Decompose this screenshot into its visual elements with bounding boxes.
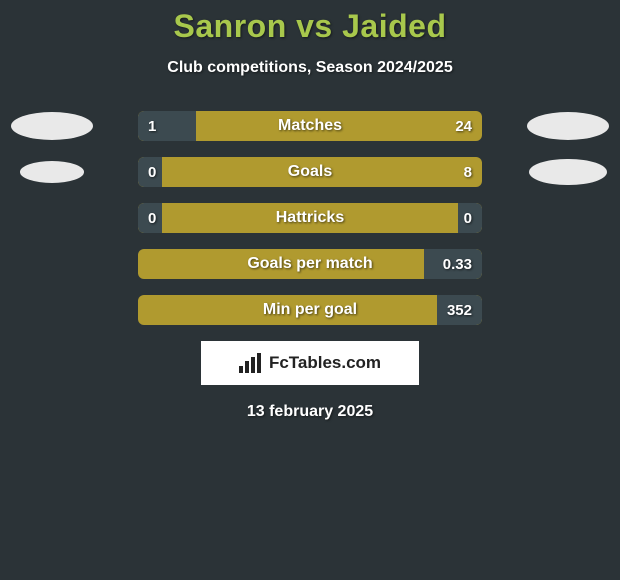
bar-fill-left: [138, 111, 196, 141]
stat-label: Hattricks: [138, 203, 482, 233]
bar-fill-right: [424, 249, 482, 279]
bars-icon: [239, 353, 263, 373]
stat-row: 0.33Goals per match: [0, 249, 620, 279]
avatar-placeholder: [20, 161, 84, 183]
stat-value-right: 8: [464, 157, 472, 187]
stat-bar: 00Hattricks: [138, 203, 482, 233]
stat-row: 352Min per goal: [0, 295, 620, 325]
stat-label: Min per goal: [138, 295, 482, 325]
page-title: Sanron vs Jaided: [0, 0, 620, 45]
stat-row: 00Hattricks: [0, 203, 620, 233]
stat-bar: 124Matches: [138, 111, 482, 141]
stat-bar: 352Min per goal: [138, 295, 482, 325]
bar-fill-right: [437, 295, 482, 325]
avatar-placeholder: [529, 159, 607, 186]
stat-row: 124Matches: [0, 111, 620, 141]
bar-fill-right: [458, 203, 482, 233]
bar-fill-left: [138, 203, 162, 233]
page-subtitle: Club competitions, Season 2024/2025: [0, 59, 620, 77]
branding-badge[interactable]: FcTables.com: [201, 341, 419, 385]
stat-value-right: 24: [455, 111, 472, 141]
player-badge-left: [0, 112, 104, 140]
player-badge-right: [516, 159, 620, 186]
comparison-chart: 124Matches 08Goals 00Hattricks 0.33Goals pe…: [0, 111, 620, 325]
stat-bar: 0.33Goals per match: [138, 249, 482, 279]
avatar-placeholder: [11, 112, 93, 140]
branding-text: FcTables.com: [269, 353, 381, 373]
avatar-placeholder: [527, 112, 609, 140]
stat-label: Goals: [138, 157, 482, 187]
stat-bar: 08Goals: [138, 157, 482, 187]
bar-fill-left: [138, 157, 162, 187]
player-badge-left: [0, 161, 104, 183]
stat-row: 08Goals: [0, 157, 620, 187]
snapshot-date: 13 february 2025: [0, 403, 620, 421]
player-badge-right: [516, 112, 620, 140]
